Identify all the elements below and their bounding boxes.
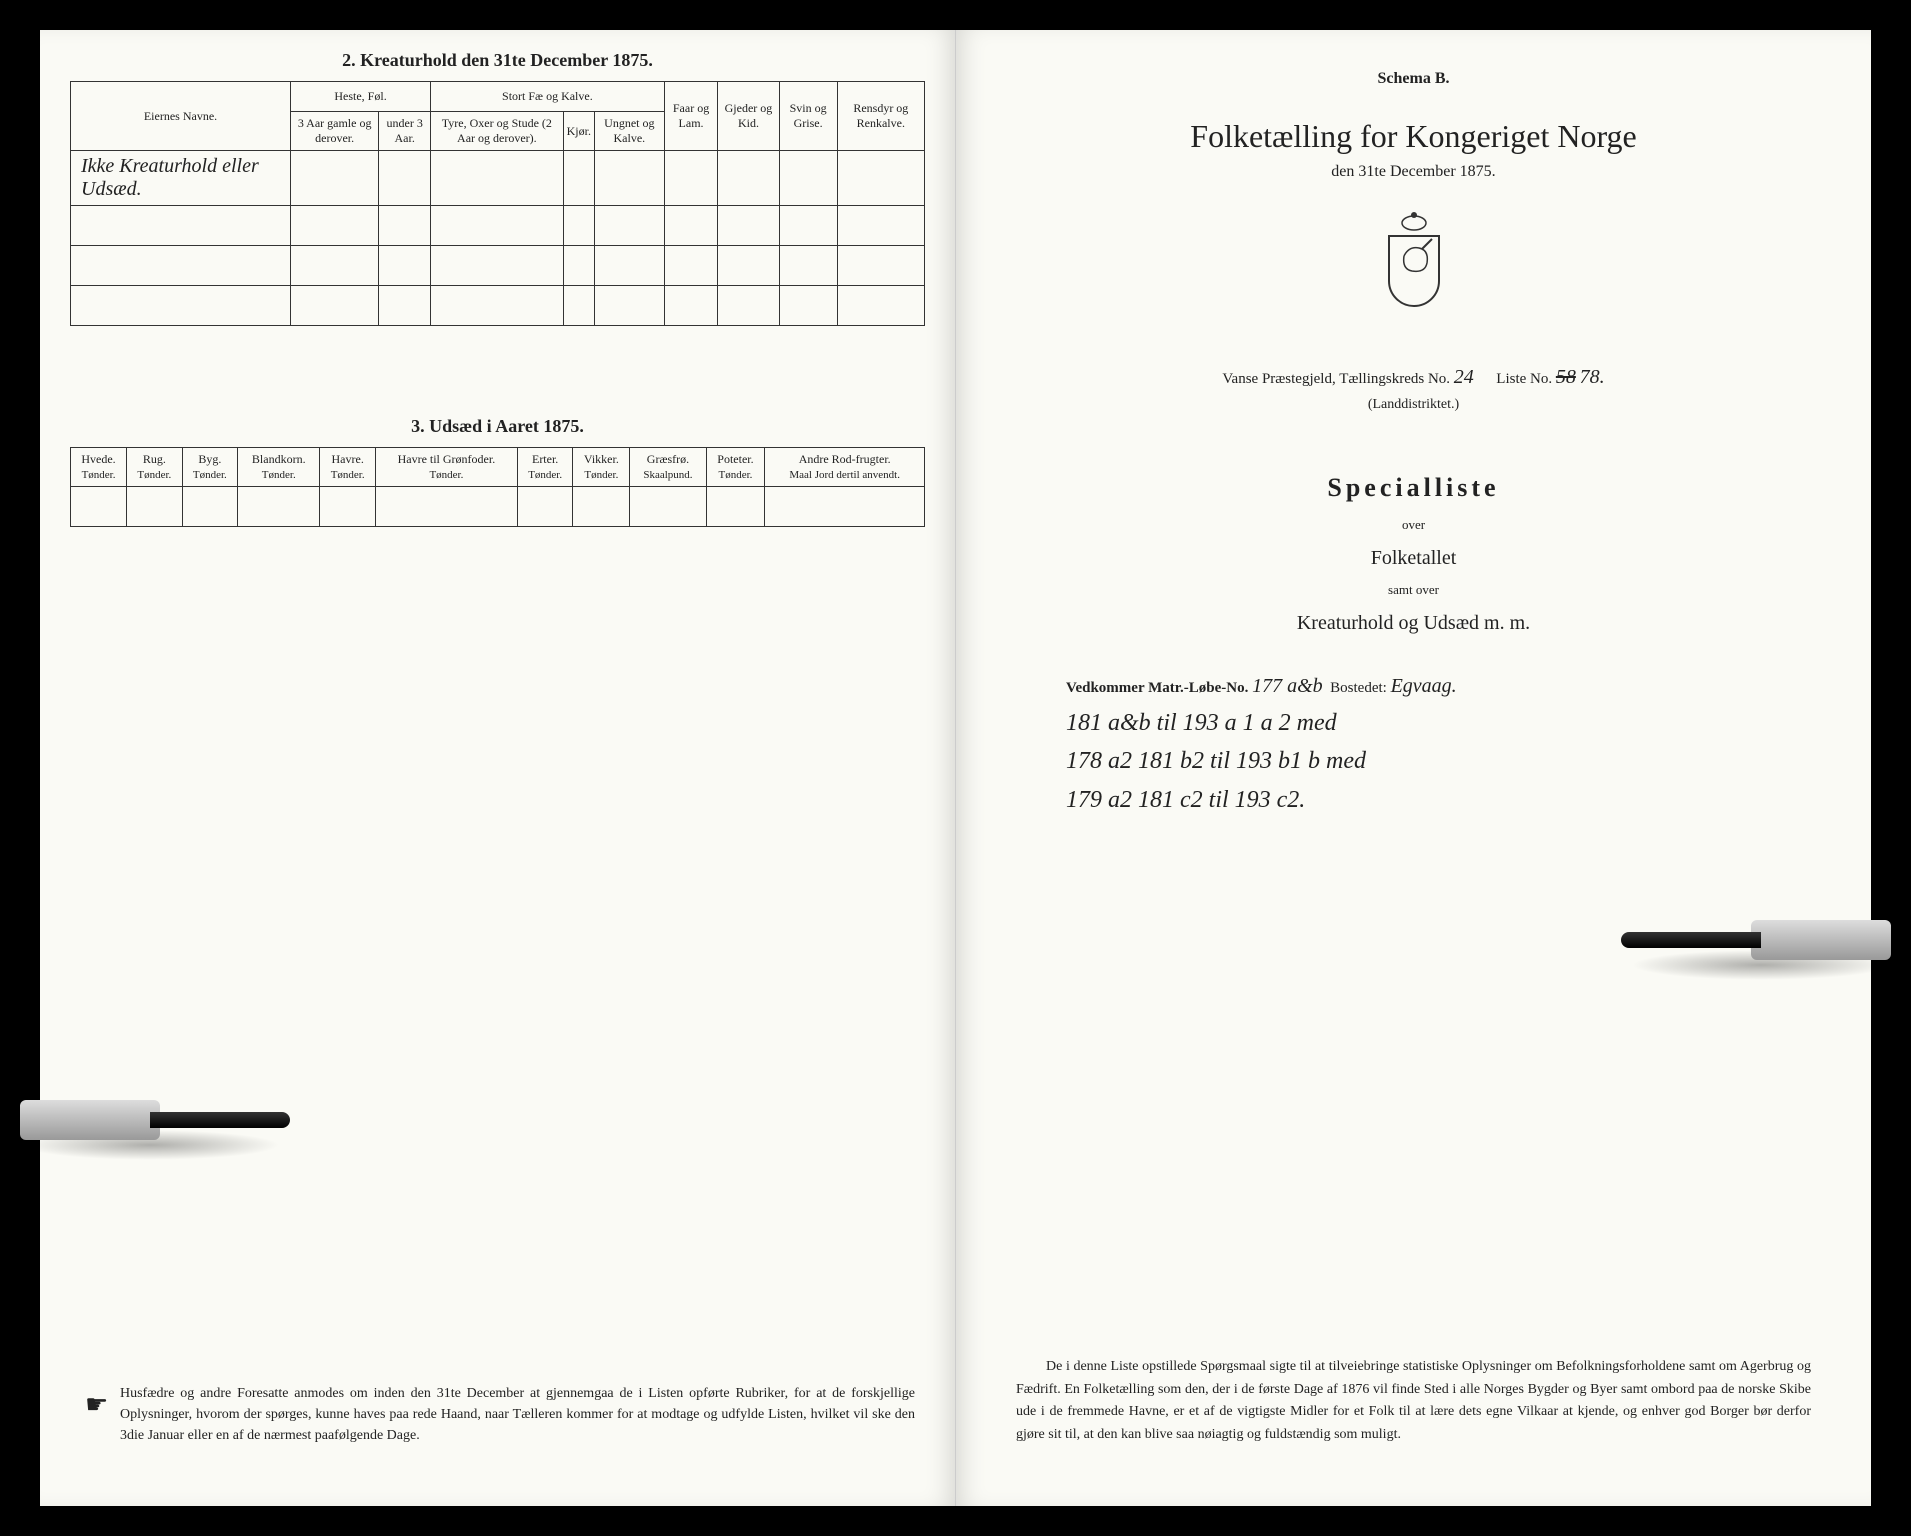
col-rug: Rug.Tønder. — [127, 448, 183, 487]
col-group-heste: Heste, Føl. — [291, 82, 431, 112]
col-group-stort: Stort Fæ og Kalve. — [431, 82, 665, 112]
col-svin: Svin og Grise. — [779, 82, 837, 151]
handwritten-entry: Ikke Kreaturhold eller Udsæd. — [71, 151, 291, 206]
district-sub: (Landdistriktet.) — [986, 397, 1841, 413]
table-row — [71, 286, 925, 326]
subtitle: den 31te December 1875. — [986, 163, 1841, 181]
col-andre: Andre Rod-frugter.Maal Jord dertil anven… — [765, 448, 925, 487]
kreaturhold-heading: Kreaturhold og Udsæd m. m. — [986, 612, 1841, 635]
hand-line-2: 178 a2 181 b2 til 193 b1 b med — [1066, 742, 1841, 780]
left-page: 2. Kreaturhold den 31te December 1875. E… — [40, 30, 956, 1506]
col-stort-b: Kjør. — [563, 112, 594, 151]
col-vikker: Vikker.Tønder. — [573, 448, 630, 487]
coat-of-arms-icon — [986, 211, 1841, 326]
table-row — [71, 246, 925, 286]
main-title: Folketælling for Kongeriget Norge — [986, 118, 1841, 155]
col-eiernes: Eiernes Navne. — [71, 82, 291, 151]
col-stort-c: Ungnet og Kalve. — [594, 112, 664, 151]
right-page: Schema B. Folketælling for Kongeriget No… — [956, 30, 1871, 1506]
schema-label: Schema B. — [986, 70, 1841, 88]
col-havretil: Havre til Grønfoder.Tønder. — [375, 448, 517, 487]
col-gjeder: Gjeder og Kid. — [718, 82, 779, 151]
pointing-hand-icon: ☛ — [85, 1385, 108, 1424]
hand-line-3: 179 a2 181 c2 til 193 c2. — [1066, 781, 1841, 819]
table-row: Ikke Kreaturhold eller Udsæd. — [71, 151, 925, 206]
document-spread: 2. Kreaturhold den 31te December 1875. E… — [40, 30, 1871, 1506]
col-erter: Erter.Tønder. — [517, 448, 573, 487]
section2-title: 2. Kreaturhold den 31te December 1875. — [70, 50, 925, 71]
vedkommer-line: Vedkommer Matr.-Løbe-No. 177 a&b Bostede… — [1066, 675, 1841, 698]
col-stort-a: Tyre, Oxer og Stude (2 Aar og derover). — [431, 112, 564, 151]
col-byg: Byg.Tønder. — [182, 448, 238, 487]
handwritten-notes: 181 a&b til 193 a 1 a 2 med 178 a2 181 b… — [1066, 704, 1841, 819]
col-hvede: Hvede.Tønder. — [71, 448, 127, 487]
col-bland: Blandkorn.Tønder. — [238, 448, 320, 487]
liste-no: 78. — [1580, 366, 1605, 388]
col-heste-a: 3 Aar gamle og derover. — [291, 112, 379, 151]
left-footer-note: ☛ Husfædre og andre Foresatte anmodes om… — [120, 1383, 915, 1446]
udsaed-table: Hvede.Tønder. Rug.Tønder. Byg.Tønder. Bl… — [70, 447, 925, 527]
matr-lobe-no: 177 a&b — [1252, 675, 1323, 697]
col-poteter: Poteter.Tønder. — [706, 448, 765, 487]
col-heste-b: under 3 Aar. — [379, 112, 431, 151]
kreaturhold-table: Eiernes Navne. Heste, Føl. Stort Fæ og K… — [70, 81, 925, 326]
specialliste-heading: Specialliste — [986, 473, 1841, 503]
folketallet-heading: Folketallet — [986, 547, 1841, 570]
district-line: Vanse Præstegjeld, Tællingskreds No. 24 … — [986, 366, 1841, 389]
section3-title: 3. Udsæd i Aaret 1875. — [70, 416, 925, 437]
col-graes: Græsfrø.Skaalpund. — [630, 448, 706, 487]
bostedet-value: Egvaag. — [1391, 675, 1457, 697]
samt-label: samt over — [986, 582, 1841, 598]
right-footer-note: De i denne Liste opstillede Spørgsmaal s… — [1016, 1356, 1811, 1446]
table-row — [71, 206, 925, 246]
col-rensdyr: Rensdyr og Renkalve. — [837, 82, 924, 151]
col-havre: Havre.Tønder. — [320, 448, 376, 487]
tellingskreds-no: 24 — [1454, 366, 1474, 388]
over-label: over — [986, 517, 1841, 533]
liste-no-struck: 58 — [1556, 366, 1576, 388]
hand-line-1: 181 a&b til 193 a 1 a 2 med — [1066, 704, 1841, 742]
table-row — [71, 487, 925, 527]
col-faar: Faar og Lam. — [664, 82, 718, 151]
